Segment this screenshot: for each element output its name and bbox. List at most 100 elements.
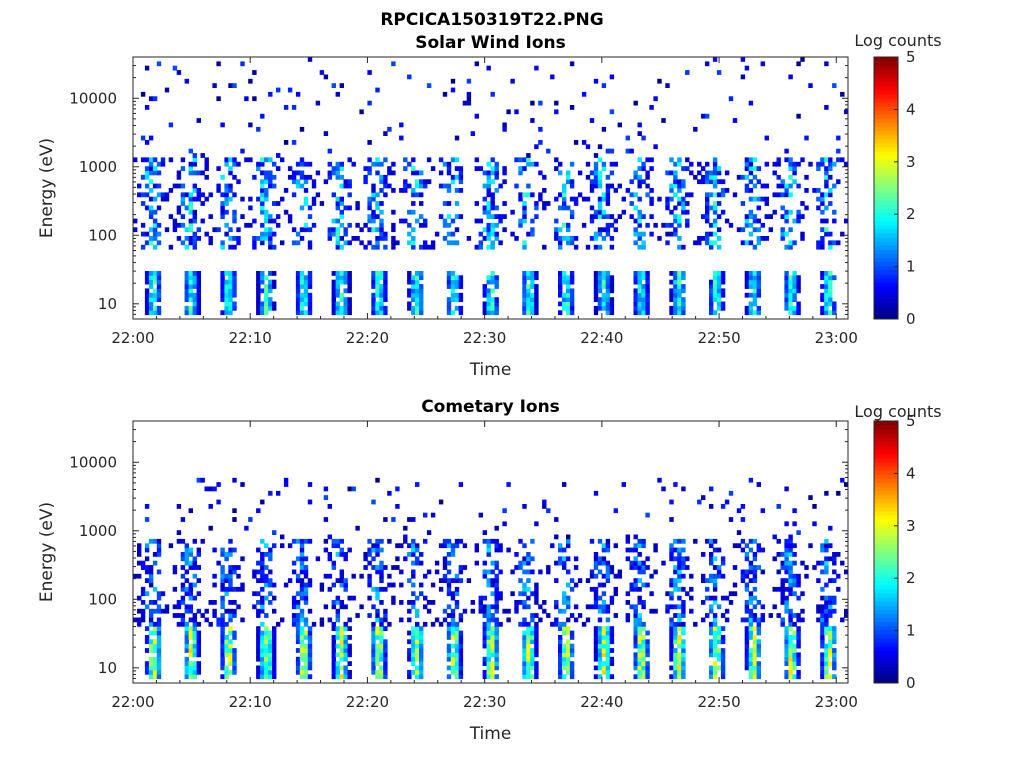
spectrogram-cell	[264, 635, 269, 640]
spectrogram-cell	[379, 218, 384, 224]
spectrogram-cell	[415, 639, 420, 645]
spectrogram-cell	[160, 196, 166, 202]
spectrogram-cell	[220, 586, 225, 592]
spectrogram-cell	[740, 174, 746, 180]
spectrogram-cell	[375, 543, 380, 549]
spectrogram-cell	[407, 301, 412, 307]
spectrogram-cell	[359, 573, 364, 579]
spectrogram-cell	[792, 560, 797, 566]
spectrogram-cell	[748, 578, 754, 583]
spectrogram-cell	[637, 669, 642, 675]
spectrogram-cell	[423, 179, 428, 185]
spectrogram-cell	[554, 166, 559, 171]
spectrogram-cell	[188, 661, 193, 666]
spectrogram-cell	[486, 231, 491, 237]
spectrogram-cell	[840, 560, 845, 566]
spectrogram-cell	[419, 275, 424, 281]
spectrogram-cell	[232, 600, 237, 605]
spectrogram-cell	[824, 569, 829, 575]
spectrogram-cell	[796, 635, 801, 640]
spectrogram-cell	[712, 179, 718, 185]
spectrogram-cell	[554, 100, 559, 106]
spectrogram-cell	[303, 617, 309, 623]
spectrogram-cell	[482, 595, 487, 601]
spectrogram-cell	[526, 157, 531, 163]
spectrogram-cell	[732, 591, 738, 597]
spectrogram-cell	[192, 271, 197, 276]
spectrogram-cell	[339, 674, 344, 680]
spectrogram-cell	[184, 310, 189, 316]
spectrogram-cell	[196, 630, 201, 636]
spectrogram-cell	[371, 586, 376, 592]
spectrogram-cell	[339, 639, 344, 645]
colorbar-segment	[874, 196, 898, 201]
spectrogram-cell	[458, 578, 464, 583]
spectrogram-cell	[832, 310, 837, 316]
spectrogram-cell	[486, 635, 491, 640]
spectrogram-cell	[490, 301, 495, 307]
spectrogram-cell	[260, 170, 265, 176]
spectrogram-cell	[832, 674, 837, 680]
spectrogram-cell	[828, 157, 833, 163]
spectrogram-cell	[220, 643, 225, 649]
spectrogram-cell	[486, 621, 491, 627]
spectrogram-cell	[812, 565, 817, 570]
spectrogram-cell	[454, 652, 460, 658]
spectrogram-cell	[164, 608, 170, 614]
spectrogram-cell	[740, 240, 746, 246]
spectrogram-cell	[637, 656, 642, 662]
panel-title: Solar Wind Ions	[415, 33, 566, 53]
spectrogram-cell	[780, 591, 785, 597]
spectrogram-cell	[407, 669, 412, 675]
spectrogram-cell	[669, 271, 674, 276]
spectrogram-cell	[756, 543, 761, 549]
spectrogram-cell	[196, 565, 201, 570]
spectrogram-cell	[446, 613, 452, 618]
spectrogram-cell	[677, 547, 682, 553]
spectrogram-cell	[375, 626, 380, 631]
spectrogram-cell	[375, 552, 380, 557]
spectrogram-cell	[256, 279, 261, 285]
spectrogram-cell	[216, 183, 221, 189]
spectrogram-cell	[291, 621, 297, 627]
spectrogram-cell	[383, 174, 388, 180]
spectrogram-cell	[657, 477, 662, 483]
spectrogram-cell	[335, 231, 340, 237]
spectrogram-cell	[486, 604, 491, 610]
spectrogram-cell	[454, 635, 460, 640]
spectrogram-cell	[152, 279, 158, 285]
spectrogram-cell	[502, 214, 507, 219]
spectrogram-cell	[152, 560, 158, 566]
spectrogram-cell	[280, 196, 285, 202]
spectrogram-cell	[184, 569, 189, 575]
spectrogram-cell	[573, 201, 579, 206]
spectrogram-cell	[423, 595, 428, 601]
spectrogram-cell	[589, 573, 595, 579]
spectrogram-cell	[784, 595, 789, 601]
spectrogram-cell	[609, 183, 615, 189]
spectrogram-cell	[605, 231, 611, 237]
colorbar-segment	[874, 241, 898, 246]
spectrogram-cell	[824, 661, 829, 666]
spectrogram-cell	[494, 674, 499, 680]
spectrogram-cell	[407, 517, 412, 522]
spectrogram-cell	[442, 222, 448, 228]
spectrogram-cell	[752, 674, 758, 680]
spectrogram-cell	[208, 600, 213, 605]
spectrogram-cell	[184, 227, 189, 233]
spectrogram-cell	[490, 613, 495, 618]
spectrogram-cell	[522, 271, 527, 276]
spectrogram-cell	[379, 284, 384, 289]
spectrogram-cell	[800, 57, 805, 62]
spectrogram-cell	[347, 157, 352, 163]
spectrogram-cell	[724, 218, 730, 224]
spectrogram-cell	[474, 201, 479, 206]
x-tick-label: 22:20	[346, 693, 389, 711]
spectrogram-cell	[800, 560, 805, 566]
spectrogram-cell	[482, 227, 487, 233]
spectrogram-cell	[252, 70, 257, 75]
spectrogram-cell	[609, 305, 615, 311]
spectrogram-cell	[502, 166, 507, 171]
spectrogram-cell	[299, 205, 305, 211]
spectrogram-cell	[375, 565, 380, 570]
